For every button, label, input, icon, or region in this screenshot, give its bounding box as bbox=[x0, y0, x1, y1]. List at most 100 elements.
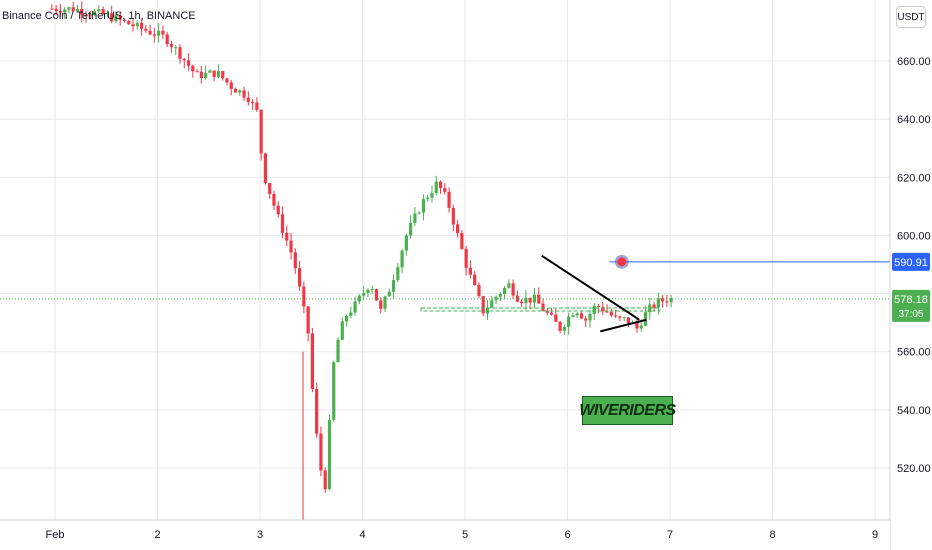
candle-body bbox=[208, 70, 212, 73]
candle-body bbox=[306, 306, 310, 334]
candle-body bbox=[374, 289, 379, 301]
candle-body bbox=[88, 14, 92, 16]
candle-body bbox=[541, 303, 545, 311]
candle-body bbox=[562, 326, 566, 331]
candle-body bbox=[588, 314, 592, 321]
candle-body bbox=[456, 224, 460, 234]
candle-body bbox=[421, 199, 426, 213]
candle-body bbox=[494, 296, 498, 301]
price-tick-label: 620.00 bbox=[897, 172, 931, 184]
candle-body bbox=[669, 297, 673, 303]
candle-body bbox=[336, 339, 340, 363]
candle-body bbox=[319, 433, 323, 471]
candle-body bbox=[233, 88, 238, 93]
candle-body bbox=[528, 297, 532, 303]
candle-body bbox=[293, 252, 297, 269]
candle-body bbox=[507, 283, 511, 288]
time-tick-label: 4 bbox=[359, 529, 365, 541]
candle-body bbox=[80, 8, 84, 15]
candle-body bbox=[383, 296, 387, 309]
candle-body bbox=[127, 20, 131, 25]
candle-body bbox=[148, 30, 152, 35]
candle-body bbox=[58, 11, 63, 13]
price-tick-label: 560.00 bbox=[897, 347, 931, 359]
resistance-line bbox=[420, 307, 661, 312]
candle-body bbox=[451, 207, 455, 225]
candle-body bbox=[75, 8, 80, 12]
candle-body bbox=[366, 289, 370, 294]
candle-body bbox=[502, 287, 507, 294]
candle-body bbox=[554, 314, 558, 322]
candle-body bbox=[144, 28, 148, 31]
candle-body bbox=[635, 322, 639, 329]
candle-body bbox=[545, 310, 549, 313]
candle-body bbox=[272, 193, 276, 206]
candle-body bbox=[622, 317, 626, 319]
candle-body bbox=[289, 240, 293, 253]
candle-body bbox=[490, 300, 494, 308]
candle-body bbox=[349, 312, 353, 316]
candle-body bbox=[460, 233, 464, 249]
candle-body bbox=[204, 72, 208, 79]
chart-title: Binance Coin / TetherUS, 1h, BINANCE bbox=[2, 10, 196, 22]
triangle-upper-line bbox=[541, 254, 640, 321]
candle-body bbox=[614, 315, 618, 317]
candle-body bbox=[485, 307, 490, 314]
candle-body bbox=[447, 191, 451, 208]
candle-body bbox=[67, 7, 71, 10]
candle-body bbox=[370, 289, 374, 291]
candle-body bbox=[122, 19, 127, 21]
candle-body bbox=[661, 298, 665, 302]
candle-body bbox=[571, 315, 575, 317]
candle-body bbox=[511, 283, 515, 296]
candle-body bbox=[255, 102, 259, 110]
alert-marker-inner bbox=[617, 257, 627, 267]
candle-body bbox=[579, 313, 584, 319]
candle-body bbox=[605, 311, 609, 313]
candle-body bbox=[139, 22, 144, 29]
candle-body bbox=[54, 8, 58, 12]
candle-body bbox=[443, 188, 447, 192]
candle-body bbox=[259, 109, 263, 154]
candle-body bbox=[498, 293, 502, 297]
candle-body bbox=[391, 280, 396, 292]
candle-body bbox=[297, 268, 302, 287]
wiveriders-watermark: WIVERIDERS bbox=[579, 396, 676, 425]
candle-body bbox=[609, 312, 613, 316]
candle-body bbox=[601, 306, 605, 312]
time-tick-label: Feb bbox=[46, 529, 65, 541]
candle-body bbox=[63, 9, 67, 13]
candle-body bbox=[357, 295, 361, 302]
candle-body bbox=[404, 235, 408, 251]
candle-body bbox=[71, 7, 75, 12]
candle-body bbox=[195, 71, 199, 73]
candle-body bbox=[97, 8, 101, 12]
candle-body bbox=[280, 214, 285, 233]
candle-body bbox=[396, 267, 400, 281]
price-tick-label: 640.00 bbox=[897, 114, 931, 126]
candle-body bbox=[417, 212, 421, 214]
time-tick-label: 8 bbox=[769, 529, 775, 541]
candle-body bbox=[178, 47, 182, 59]
candle-body bbox=[216, 71, 221, 77]
candle-body bbox=[379, 300, 383, 309]
price-axis-panel bbox=[890, 0, 932, 550]
candle-body bbox=[549, 312, 554, 315]
candle-body bbox=[340, 321, 344, 340]
candle-body bbox=[174, 47, 178, 49]
candle-body bbox=[575, 313, 579, 316]
candle-body bbox=[101, 8, 105, 14]
candle-body bbox=[152, 34, 156, 36]
candle-body bbox=[426, 197, 430, 200]
candle-body bbox=[477, 285, 481, 297]
candle-body bbox=[584, 318, 588, 321]
candle-body bbox=[221, 71, 225, 79]
candle-body bbox=[84, 14, 88, 16]
price-tick-label: 660.00 bbox=[897, 56, 931, 68]
current-price-label: 578.18 bbox=[894, 294, 928, 306]
unit-button[interactable]: USDT bbox=[896, 6, 926, 28]
candle-body bbox=[362, 293, 366, 296]
candle-body bbox=[400, 250, 404, 268]
candle-body bbox=[409, 222, 413, 236]
